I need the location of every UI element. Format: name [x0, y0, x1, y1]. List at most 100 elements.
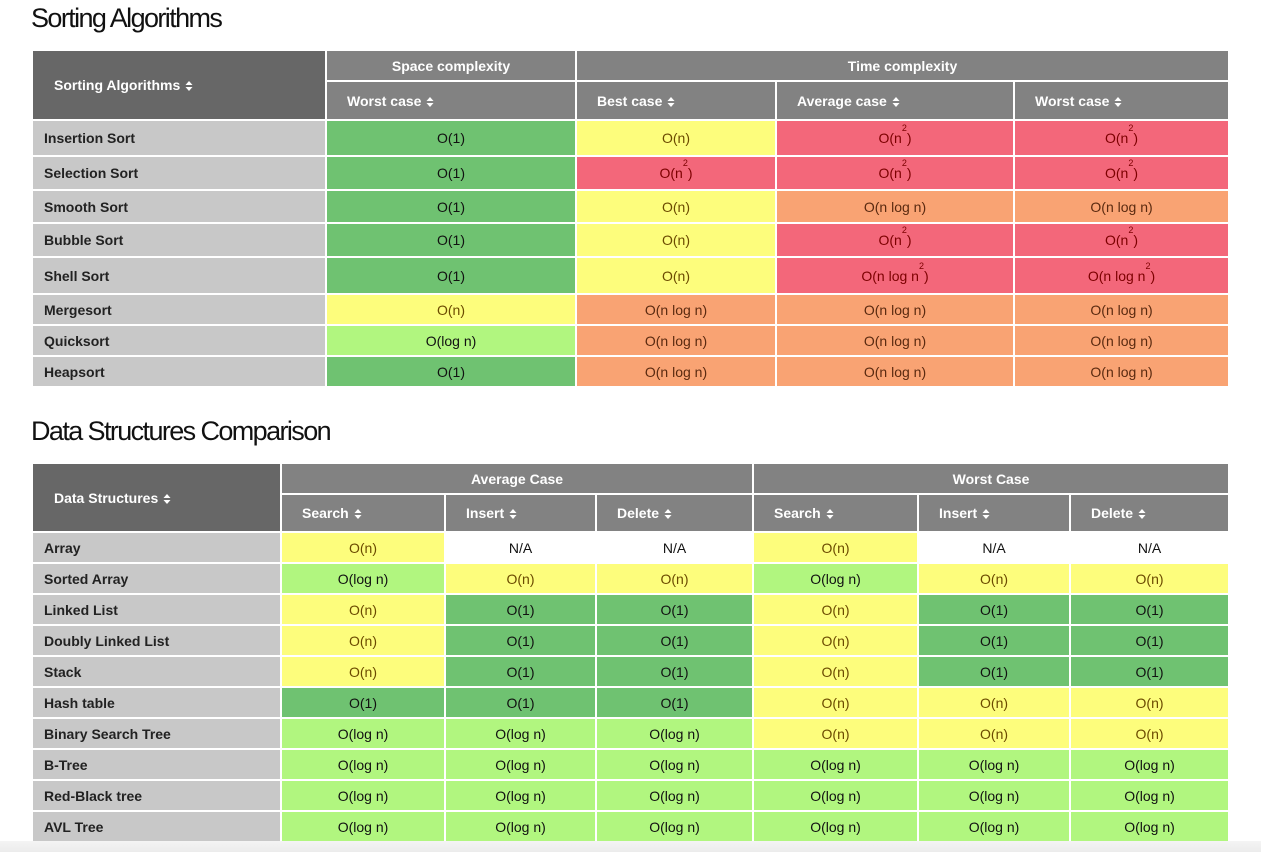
- sort-arrows-icon: [666, 95, 676, 107]
- exponent: 2: [1145, 260, 1151, 271]
- sort-header-best[interactable]: Best case: [575, 80, 777, 121]
- complexity-value: O(log n): [968, 818, 1020, 835]
- complexity-cell: O(1): [444, 593, 597, 626]
- table-row: Stack O(n) O(1) O(1) O(n) O(1) O(1): [31, 655, 1231, 688]
- closing-paren: ): [687, 165, 693, 181]
- exponent: 2: [918, 260, 924, 271]
- complexity-cell: O(1): [1069, 593, 1231, 626]
- ds-header-delete-worst[interactable]: Delete: [1069, 493, 1231, 533]
- row-name: Selection Sort: [31, 155, 327, 191]
- ds-header-name[interactable]: Data Structures: [31, 462, 282, 533]
- table-row: Bubble Sort O(1) O(n) O(n2) O(n2): [31, 222, 1231, 258]
- table-row: Sorted Array O(log n) O(n) O(n) O(log n) O(n)…: [31, 562, 1231, 595]
- complexity-cell: O(n log n): [775, 324, 1015, 357]
- complexity-cell: N/A: [444, 531, 597, 564]
- complexity-cell: O(log n): [752, 810, 920, 843]
- row-name: Stack: [31, 655, 282, 688]
- row-name: Smooth Sort: [31, 189, 327, 224]
- complexity-cell: O(log n): [1069, 779, 1231, 812]
- exponent: 2: [1128, 158, 1134, 168]
- complexity-value: O(1): [506, 632, 535, 649]
- complexity-value: O(log n): [495, 818, 546, 835]
- ds-header-search-worst[interactable]: Search: [752, 493, 920, 533]
- complexity-cell: O(1): [444, 655, 597, 688]
- complexity-value: O(n log n): [644, 301, 708, 318]
- exponent: 2: [1128, 225, 1134, 235]
- complexity-cell: O(n): [917, 562, 1072, 595]
- complexity-value: O(1): [980, 601, 1009, 618]
- complexity-value: O(log n): [495, 756, 546, 773]
- complexity-cell: O(n): [752, 655, 920, 688]
- row-name: AVL Tree: [31, 810, 282, 843]
- column-label: Search: [774, 505, 821, 521]
- complexity-value: O(n log n): [1090, 198, 1153, 215]
- complexity-value: O(n): [349, 539, 377, 556]
- complexity-cell: O(n log n): [575, 324, 777, 357]
- complexity-value: O(n log n): [1090, 363, 1153, 380]
- complexity-cell: O(n log n): [575, 355, 777, 388]
- complexity-value: O(log n): [810, 756, 861, 773]
- complexity-value: O(log n): [337, 756, 389, 773]
- complexity-value: O(n): [980, 570, 1009, 587]
- complexity-cell: O(1): [594, 624, 755, 657]
- complexity-value: O(n): [506, 570, 535, 587]
- complexity-cell: O(n): [917, 686, 1072, 719]
- complexity-cell: O(n log n): [1012, 293, 1231, 326]
- complexity-value: O(n log n: [861, 267, 919, 284]
- sort-arrows-icon: [825, 507, 835, 520]
- complexity-value: O(1): [1135, 632, 1164, 649]
- complexity-cell: O(n): [1069, 562, 1231, 595]
- complexity-cell: O(1): [917, 655, 1072, 688]
- complexity-value: N/A: [508, 539, 533, 556]
- complexity-value: O(n log n): [863, 301, 927, 318]
- complexity-cell: O(n): [280, 531, 446, 564]
- complexity-value: O(n): [662, 198, 690, 215]
- sort-header-space-worst[interactable]: Worst case: [325, 80, 577, 121]
- complexity-value: O(n log n): [644, 332, 708, 349]
- complexity-value: O(n): [662, 267, 690, 284]
- complexity-value: O(log n): [1124, 787, 1175, 804]
- complexity-cell: O(log n): [444, 810, 597, 843]
- sort-arrows-icon: [891, 95, 901, 107]
- table-row: Mergesort O(n) O(n log n) O(n log n) O(n log…: [31, 293, 1231, 326]
- complexity-value: O(log n): [810, 787, 861, 804]
- column-label: Insert: [466, 505, 505, 521]
- table-row: Doubly Linked List O(n) O(1) O(1) O(n) O(1) O(…: [31, 624, 1231, 657]
- sort-header-space-worst-label: Worst case: [347, 92, 422, 109]
- page-title: Sorting Algorithms: [31, 3, 223, 33]
- column-label: Insert: [939, 505, 978, 521]
- complexity-value: O(1): [349, 694, 377, 711]
- complexity-cell: O(log n): [752, 779, 920, 812]
- complexity-cell: O(1): [325, 256, 577, 295]
- complexity-cell: O(log n): [917, 779, 1072, 812]
- complexity-value: O(n: [1105, 232, 1129, 248]
- row-name: B-Tree: [31, 748, 282, 781]
- complexity-cell: O(1): [1069, 624, 1231, 657]
- complexity-cell: O(log n): [917, 748, 1072, 781]
- group-worst-case: Worst Case: [752, 462, 1231, 495]
- complexity-value: O(1): [437, 130, 465, 146]
- complexity-cell: O(1): [594, 655, 755, 688]
- complexity-cell: O(n): [444, 562, 597, 595]
- complexity-value: O(log n): [495, 787, 546, 804]
- sort-header-average[interactable]: Average case: [775, 80, 1015, 121]
- complexity-value: O(n log n): [863, 332, 927, 349]
- complexity-value: O(log n): [1124, 756, 1175, 773]
- table-row: Hash table O(1) O(1) O(1) O(n) O(n) O(n): [31, 686, 1231, 719]
- complexity-value: O(1): [437, 165, 465, 181]
- ds-header-insert-worst[interactable]: Insert: [917, 493, 1072, 533]
- ds-header-delete-average[interactable]: Delete: [594, 493, 755, 533]
- complexity-cell: O(n): [594, 562, 755, 595]
- column-label: Search: [302, 505, 349, 521]
- sort-arrows-icon: [663, 507, 673, 520]
- ds-header-insert-average[interactable]: Insert: [444, 493, 597, 533]
- sort-header-name[interactable]: Sorting Algorithms: [31, 49, 327, 121]
- complexity-value: O(n log n): [1090, 301, 1153, 318]
- complexity-value: O(n): [821, 601, 850, 618]
- complexity-value: O(1): [506, 694, 535, 711]
- ds-header-search-average[interactable]: Search: [280, 493, 446, 533]
- complexity-value: O(1): [437, 363, 465, 380]
- complexity-cell: O(log n): [444, 779, 597, 812]
- complexity-cell: O(n log n2): [775, 256, 1015, 295]
- sort-header-worst[interactable]: Worst case: [1012, 80, 1231, 121]
